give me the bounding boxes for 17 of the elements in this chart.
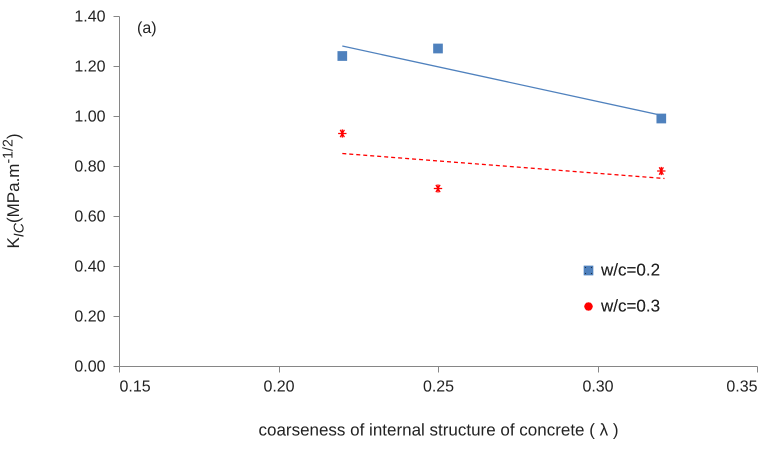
x-tick-label: 0.15 xyxy=(120,378,151,396)
y-tick-label: 1.20 xyxy=(74,58,106,76)
x-tick-label: 0.25 xyxy=(422,378,454,396)
x-axis-title: coarseness of internal structure of concrete ( λ ) xyxy=(258,420,618,440)
legend-label: w/c=0.2 xyxy=(600,260,660,280)
y-tick-label: 0.20 xyxy=(74,308,106,326)
y-tick-label: 0.00 xyxy=(74,358,106,376)
legend-label: w/c=0.3 xyxy=(600,296,660,316)
y-tick-label: 1.40 xyxy=(74,8,106,26)
x-tick-label: 0.20 xyxy=(263,378,295,396)
y-tick-label: 0.40 xyxy=(74,258,106,276)
y-tick-label: 0.80 xyxy=(74,158,106,176)
y-tick-label: 0.60 xyxy=(74,208,106,226)
y-tick-label: 1.00 xyxy=(74,108,106,126)
annotation: (a) xyxy=(137,20,157,37)
x-tick-label: 0.35 xyxy=(726,378,758,396)
x-tick-label: 0.30 xyxy=(582,378,614,396)
